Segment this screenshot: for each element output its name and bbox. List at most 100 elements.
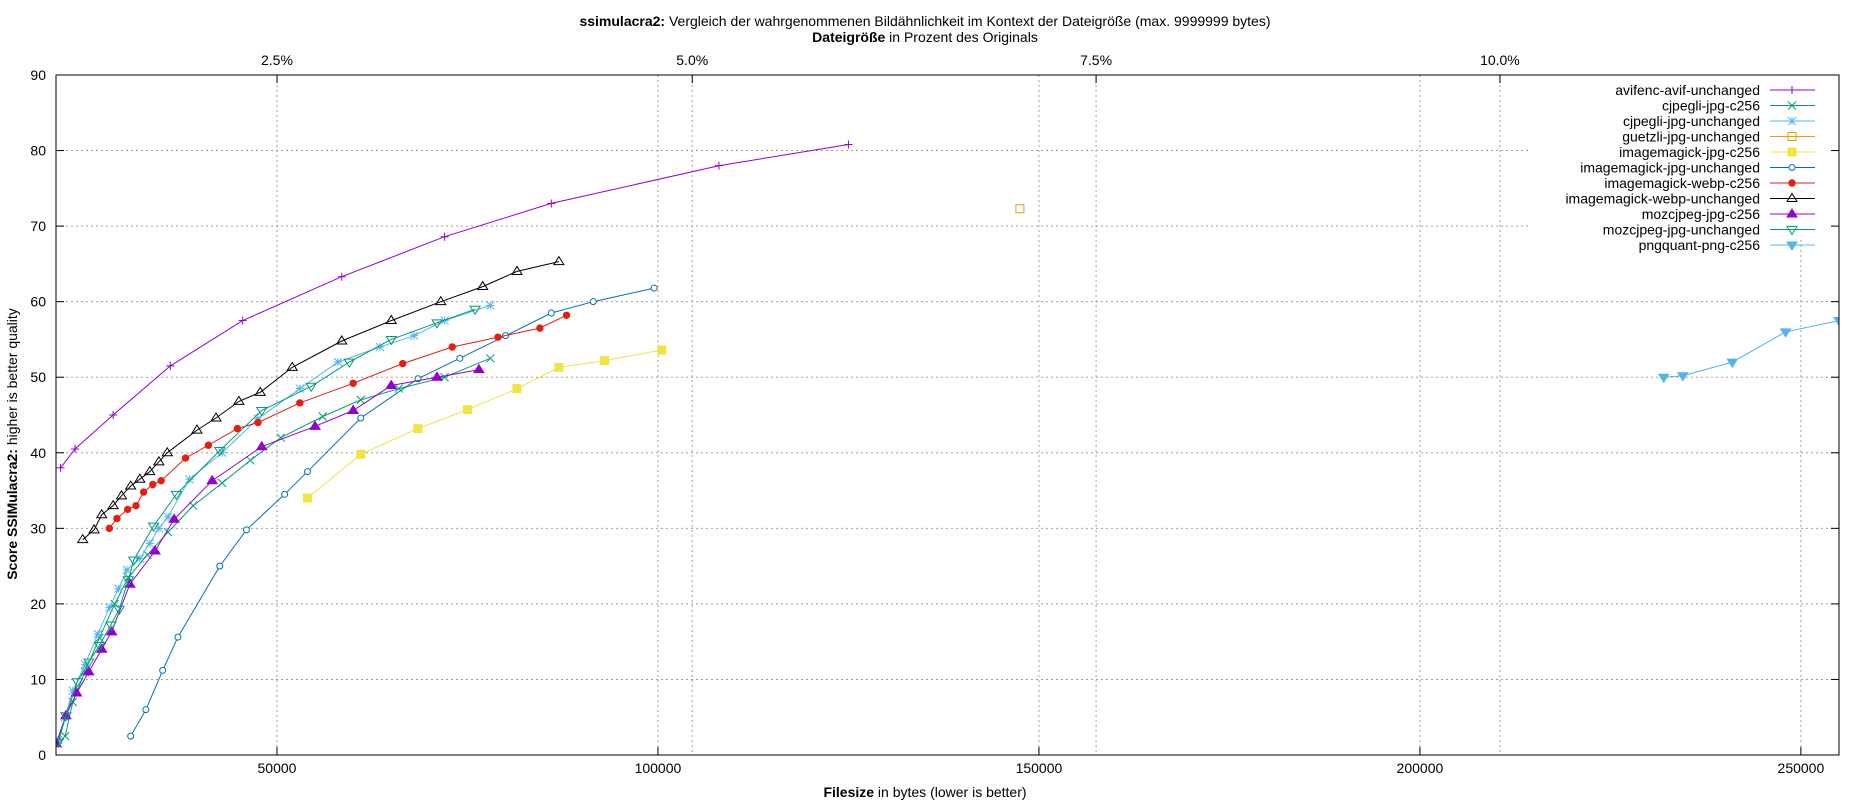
- data-point-circle: [589, 298, 597, 306]
- data-point-filled-triangle: [168, 513, 181, 523]
- grid: [56, 75, 1839, 755]
- data-point-circle: [281, 490, 289, 498]
- plot-frame: [55, 74, 1840, 756]
- y-axis-label: Score SSIMulacra2: higher is better qual…: [4, 308, 20, 580]
- x2-axis-label-bold: Dateigröße: [812, 29, 885, 45]
- data-point-plus: [337, 272, 346, 281]
- data-point-filled-triangle: [309, 420, 321, 430]
- data-point-triangle: [76, 533, 89, 544]
- legend-item: cjpegli-jpg-c256: [1662, 98, 1815, 114]
- y-tick-label: 90: [30, 67, 46, 83]
- data-point-star: [135, 554, 145, 563]
- data-point-filled-circle: [448, 343, 456, 351]
- data-point-filled-square: [302, 493, 312, 503]
- data-point-plus: [547, 199, 556, 208]
- data-point-filled-square: [356, 449, 366, 459]
- data-point-plus: [109, 411, 118, 419]
- data-point-plus: [56, 463, 65, 472]
- data-point-triangle: [133, 473, 146, 483]
- legend-label: imagemagick-webp-unchanged: [1565, 191, 1760, 207]
- x-tick-label: 200000: [1397, 760, 1444, 776]
- data-point-filled-triangle: [105, 625, 118, 636]
- data-point-filled-circle: [349, 379, 357, 387]
- data-point-star: [253, 414, 263, 424]
- data-point-star: [184, 474, 194, 484]
- data-point-filled-triangle-down: [1786, 241, 1798, 251]
- x-tick-label: 50000: [258, 760, 297, 776]
- series-imagemagick-jpg-c256: [302, 345, 667, 503]
- data-point-circle: [547, 309, 555, 317]
- x2-tick-label: 7.5%: [1080, 52, 1112, 68]
- data-point-star: [114, 584, 123, 594]
- data-point-circle: [357, 414, 365, 422]
- data-point-filled-circle: [494, 333, 502, 341]
- data-point-filled-square: [554, 362, 564, 372]
- x-tick-label: 250000: [1778, 760, 1825, 776]
- data-point-triangle-down: [255, 406, 268, 417]
- series-line: [82, 261, 560, 541]
- y-tick-label: 50: [30, 369, 46, 385]
- data-point-triangle-down: [127, 556, 140, 567]
- data-point-star: [68, 686, 78, 696]
- data-point-cross: [485, 353, 495, 363]
- axis-ticks: 0 10 20 30 40 50 60 70 80 90 50000 100000 150000 2000…: [30, 52, 1839, 776]
- x2-tick-label: 2.5%: [261, 52, 293, 68]
- data-point-square: [1787, 132, 1797, 141]
- series-pngquant-png-c256: [1657, 317, 1839, 384]
- data-point-circle: [1788, 164, 1796, 171]
- data-point-triangle-down: [82, 658, 95, 669]
- data-point-cross: [394, 384, 404, 393]
- data-point-filled-circle: [398, 359, 407, 368]
- data-point-star: [80, 659, 90, 669]
- data-point-filled-circle: [233, 424, 242, 433]
- data-point-circle: [242, 526, 250, 534]
- data-point-triangle-down: [93, 641, 106, 652]
- data-point-filled-circle: [254, 418, 262, 427]
- x-axis-label-bold: Filesize: [823, 784, 874, 800]
- data-point-star: [1787, 116, 1797, 126]
- legend: avifenc-avif-unchangedcjpegli-jpg-c256cj…: [1565, 82, 1815, 253]
- series-line: [57, 308, 476, 743]
- data-point-cross: [217, 478, 227, 488]
- data-point-filled-triangle-down: [1833, 317, 1839, 327]
- series-line: [60, 144, 849, 469]
- data-point-triangle: [95, 508, 108, 519]
- data-point-circle: [456, 354, 464, 362]
- data-point-triangle: [511, 265, 523, 275]
- data-point-filled-circle: [149, 480, 157, 489]
- legend-item: imagemagick-jpg-c256: [1619, 144, 1815, 160]
- series-line: [56, 369, 479, 744]
- data-point-circle: [216, 562, 224, 570]
- data-point-filled-circle: [296, 399, 304, 407]
- data-point-plus: [238, 316, 247, 325]
- legend-label: imagemagick-jpg-c256: [1619, 144, 1760, 160]
- series-imagemagick-webp-unchanged: [76, 255, 565, 544]
- data-point-triangle-down: [60, 712, 72, 722]
- legend-label: mozcjpeg-jpg-unchanged: [1603, 222, 1760, 238]
- legend-item: mozcjpeg-jpg-unchanged: [1603, 222, 1815, 238]
- data-point-triangle: [161, 446, 174, 457]
- data-point-triangle-down: [431, 319, 443, 329]
- data-point-triangle: [210, 412, 222, 422]
- data-point-cross: [1787, 101, 1797, 110]
- data-point-circle: [303, 468, 311, 476]
- series-line: [57, 357, 491, 745]
- y-tick-label: 80: [30, 143, 46, 159]
- data-point-triangle-down: [305, 382, 318, 393]
- data-point-triangle: [191, 424, 203, 434]
- data-point-filled-triangle-down: [1726, 358, 1739, 369]
- data-point-triangle-down: [71, 678, 84, 688]
- chart-title: ssimulacra2: Vergleich der wahrgenommene…: [579, 13, 1270, 29]
- y-axis-label-bold: Score SSIMulacra2:: [4, 449, 20, 580]
- legend-label: imagemagick-webp-c256: [1604, 175, 1760, 191]
- data-point-filled-circle: [132, 501, 140, 510]
- data-point-triangle-down: [56, 738, 65, 749]
- legend-label: imagemagick-jpg-unchanged: [1580, 160, 1760, 176]
- legend-item: pngquant-png-c256: [1639, 237, 1815, 253]
- data-point-plus: [166, 361, 175, 370]
- data-point-star: [163, 512, 173, 522]
- data-point-circle: [159, 666, 167, 674]
- data-point-triangle-down: [147, 522, 160, 533]
- data-point-filled-triangle: [472, 363, 485, 374]
